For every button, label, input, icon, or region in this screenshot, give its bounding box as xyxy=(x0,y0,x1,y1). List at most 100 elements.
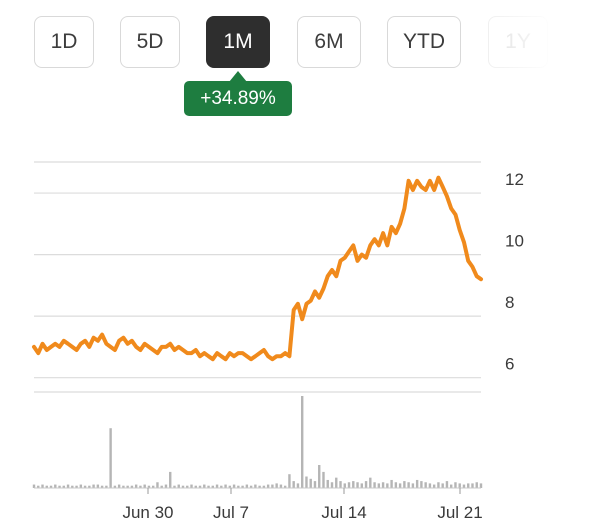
volume-bar xyxy=(130,485,134,488)
volume-bar xyxy=(177,484,180,488)
volume-bar xyxy=(152,485,155,488)
volume-bar xyxy=(386,483,389,488)
y-tick-label: 8 xyxy=(505,293,514,312)
volume-bar xyxy=(373,482,376,488)
volume-bar xyxy=(411,483,415,488)
volume-bar xyxy=(347,482,351,488)
volume-bar xyxy=(432,484,436,488)
volume-bar xyxy=(467,483,470,488)
volume-bar xyxy=(305,476,308,488)
volume-bar xyxy=(313,481,317,488)
percent-change-badge: +34.89% xyxy=(184,81,292,116)
volume-bar xyxy=(450,484,453,488)
volume-bar xyxy=(462,484,466,488)
volume-bar xyxy=(403,481,406,488)
volume-bar xyxy=(258,485,261,488)
volume-bar xyxy=(45,485,48,488)
volume-bar xyxy=(330,482,334,488)
volume-bar xyxy=(458,483,461,488)
volume-bar xyxy=(352,481,355,488)
volume-bar xyxy=(37,485,40,488)
volume-bar xyxy=(147,485,151,488)
x-tick-label: Jul 14 xyxy=(321,503,366,522)
volume-bar xyxy=(88,485,91,488)
volume-bar xyxy=(173,485,176,488)
volume-bar xyxy=(203,484,206,488)
volume-bar xyxy=(283,485,287,488)
volume-bar xyxy=(181,485,185,488)
volume-bar xyxy=(143,484,146,488)
volume-bar xyxy=(415,479,419,488)
volume-bar xyxy=(109,428,112,488)
volume-bar xyxy=(54,484,57,488)
volume-bar xyxy=(228,485,232,488)
volume-bar xyxy=(41,484,44,488)
volume-bar xyxy=(262,485,266,488)
volume-bar xyxy=(454,482,457,488)
volume-bar xyxy=(322,471,325,488)
volume-bar xyxy=(309,478,312,488)
volume-bar xyxy=(437,482,440,488)
y-tick-label: 6 xyxy=(505,355,514,374)
volume-bar xyxy=(32,484,36,488)
volume-bar xyxy=(424,482,427,488)
volume-bar xyxy=(318,465,321,488)
range-tab-1d[interactable]: 1D xyxy=(34,16,94,68)
range-tab-ytd[interactable]: YTD xyxy=(387,16,461,68)
volume-bar xyxy=(169,471,172,488)
volume-bar xyxy=(335,477,338,488)
volume-bar xyxy=(83,485,87,488)
volume-bar xyxy=(445,481,449,488)
volume-bar xyxy=(254,484,257,488)
volume-bar xyxy=(215,484,219,488)
volume-bar xyxy=(471,483,474,488)
volume-bar xyxy=(207,485,210,488)
y-axis-ticks: 6 8 10 12 xyxy=(505,170,524,374)
x-tick-label: Jun 30 xyxy=(122,503,173,522)
volume-bar xyxy=(160,485,163,488)
volume-bar xyxy=(75,485,78,488)
volume-bar xyxy=(390,479,393,488)
x-tick-label: Jul 7 xyxy=(213,503,249,522)
y-tick-label: 12 xyxy=(505,170,524,189)
volume-bar xyxy=(211,485,214,488)
volume-bar xyxy=(156,482,159,488)
volume-bar xyxy=(79,484,83,488)
scroll-fade xyxy=(470,10,600,76)
volume-bar xyxy=(105,485,108,488)
volume-bars xyxy=(32,396,483,489)
volume-bar xyxy=(398,483,402,488)
volume-bar xyxy=(66,484,70,488)
volume-bar xyxy=(292,481,295,488)
volume-bar xyxy=(220,485,223,488)
volume-bar xyxy=(301,396,304,488)
range-tab-5d[interactable]: 5D xyxy=(120,16,180,68)
x-axis-ticks: Jun 30 Jul 7 Jul 14 Jul 21 xyxy=(122,488,483,522)
volume-bar xyxy=(126,485,129,488)
grid-lines xyxy=(34,161,481,393)
volume-bar xyxy=(96,484,100,488)
volume-bar xyxy=(117,484,121,488)
volume-bar xyxy=(100,485,104,488)
volume-bar xyxy=(407,482,410,488)
volume-bar xyxy=(339,481,342,488)
volume-bar xyxy=(326,479,329,488)
volume-bar xyxy=(62,485,65,488)
volume-bar xyxy=(288,474,291,488)
y-tick-label: 10 xyxy=(505,232,524,251)
volume-bar xyxy=(194,485,197,488)
volume-bar xyxy=(369,477,372,488)
volume-bar xyxy=(475,482,478,488)
volume-bar xyxy=(198,485,202,488)
volume-bar xyxy=(479,483,483,488)
volume-bar xyxy=(186,485,189,488)
volume-bar xyxy=(58,485,61,488)
range-tab-6m[interactable]: 6M xyxy=(297,16,361,68)
range-tab-1m[interactable]: 1M xyxy=(206,16,270,68)
volume-bar xyxy=(441,483,444,488)
volume-bar xyxy=(420,481,423,488)
volume-bar xyxy=(122,485,125,488)
volume-bar xyxy=(241,485,244,488)
volume-bar xyxy=(190,484,193,488)
